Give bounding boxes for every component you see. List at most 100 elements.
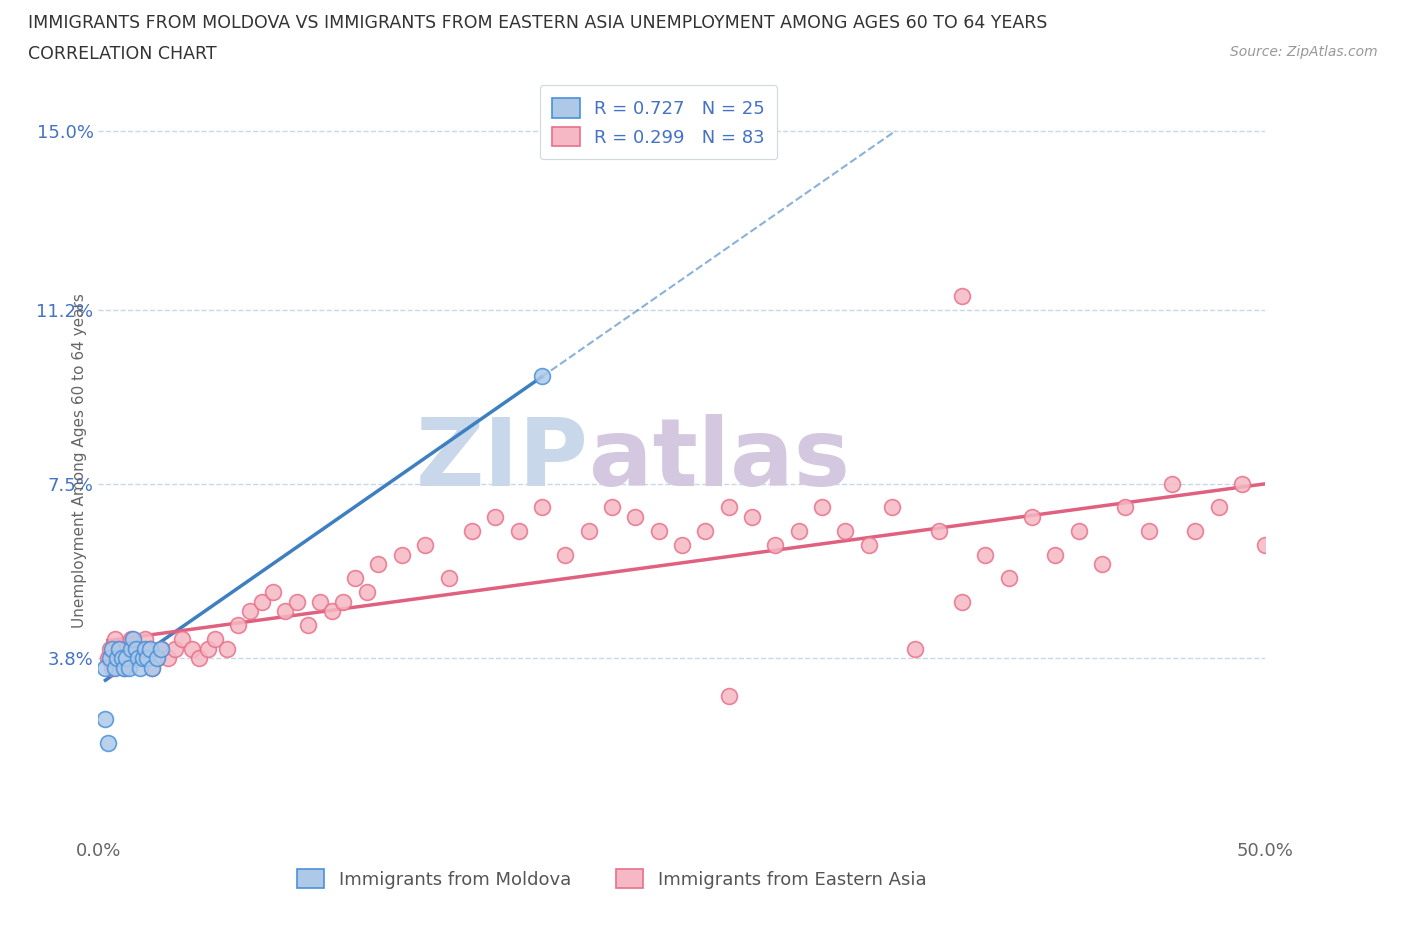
Point: [1208, 500, 1230, 515]
Point: [530, 500, 553, 515]
Point: [787, 524, 810, 538]
Point: [115, 651, 138, 666]
Point: [98, 642, 121, 657]
Point: [101, 660, 124, 675]
Point: [136, 651, 159, 666]
Point: [118, 651, 141, 666]
Point: [309, 594, 332, 609]
Point: [94, 711, 117, 726]
Point: [332, 594, 354, 609]
Point: [139, 642, 162, 657]
Point: [132, 642, 155, 657]
Point: [150, 642, 173, 657]
Point: [1067, 524, 1090, 538]
Point: [180, 642, 202, 657]
Point: [717, 688, 740, 703]
Text: atlas: atlas: [589, 415, 849, 506]
Point: [811, 500, 834, 515]
Point: [204, 631, 226, 646]
Point: [157, 651, 180, 666]
Point: [285, 594, 308, 609]
Point: [111, 651, 134, 666]
Point: [1021, 510, 1043, 525]
Point: [134, 631, 156, 646]
Point: [118, 660, 141, 675]
Point: [187, 651, 209, 666]
Point: [111, 651, 134, 666]
Point: [624, 510, 647, 525]
Point: [115, 642, 138, 657]
Point: [1184, 524, 1206, 538]
Point: [904, 642, 927, 657]
Point: [132, 651, 155, 666]
Point: [554, 547, 576, 562]
Point: [127, 642, 149, 657]
Point: [129, 651, 152, 666]
Point: [127, 651, 149, 666]
Point: [671, 538, 693, 552]
Point: [274, 604, 297, 618]
Point: [172, 631, 194, 646]
Point: [112, 660, 135, 675]
Point: [215, 642, 238, 657]
Point: [1230, 476, 1253, 491]
Point: [98, 651, 121, 666]
Point: [239, 604, 262, 618]
Point: [197, 642, 219, 657]
Point: [367, 556, 389, 571]
Point: [344, 571, 367, 586]
Point: [717, 500, 740, 515]
Point: [1091, 556, 1114, 571]
Point: [974, 547, 997, 562]
Point: [108, 642, 131, 657]
Y-axis label: Unemployment Among Ages 60 to 64 years: Unemployment Among Ages 60 to 64 years: [72, 293, 87, 628]
Point: [250, 594, 273, 609]
Point: [741, 510, 763, 525]
Point: [461, 524, 484, 538]
Point: [108, 642, 131, 657]
Point: [134, 642, 156, 657]
Point: [105, 651, 128, 666]
Point: [125, 642, 148, 657]
Point: [297, 618, 319, 632]
Point: [104, 631, 127, 646]
Point: [695, 524, 717, 538]
Point: [146, 651, 169, 666]
Point: [763, 538, 786, 552]
Point: [122, 631, 145, 646]
Point: [600, 500, 623, 515]
Point: [1137, 524, 1160, 538]
Point: [1045, 547, 1067, 562]
Point: [356, 585, 378, 600]
Point: [530, 368, 553, 383]
Point: [139, 642, 162, 657]
Point: [1114, 500, 1136, 515]
Point: [950, 288, 973, 303]
Point: [94, 660, 117, 675]
Text: Source: ZipAtlas.com: Source: ZipAtlas.com: [1230, 45, 1378, 59]
Point: [578, 524, 600, 538]
Point: [391, 547, 413, 562]
Point: [129, 660, 152, 675]
Point: [484, 510, 506, 525]
Point: [112, 660, 135, 675]
Point: [97, 736, 120, 751]
Point: [928, 524, 950, 538]
Point: [1161, 476, 1184, 491]
Point: [97, 651, 120, 666]
Point: [125, 651, 148, 666]
Point: [136, 651, 159, 666]
Point: [1254, 538, 1277, 552]
Point: [437, 571, 460, 586]
Point: [321, 604, 343, 618]
Point: [228, 618, 250, 632]
Point: [141, 660, 163, 675]
Point: [104, 660, 127, 675]
Text: IMMIGRANTS FROM MOLDOVA VS IMMIGRANTS FROM EASTERN ASIA UNEMPLOYMENT AMONG AGES : IMMIGRANTS FROM MOLDOVA VS IMMIGRANTS FR…: [28, 14, 1047, 32]
Point: [165, 642, 187, 657]
Point: [880, 500, 903, 515]
Point: [950, 594, 973, 609]
Point: [647, 524, 669, 538]
Point: [150, 642, 173, 657]
Point: [120, 631, 142, 646]
